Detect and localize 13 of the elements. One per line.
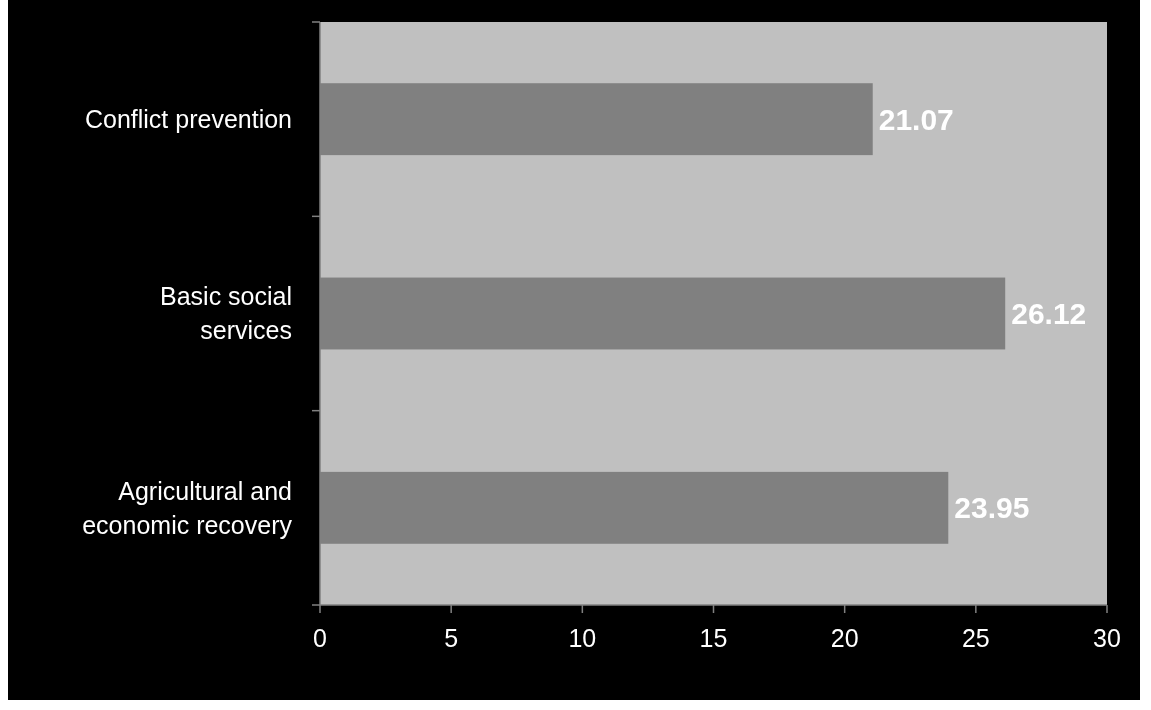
x-tick-label: 25 (961, 624, 990, 652)
data-label: 21.07 (878, 102, 954, 136)
x-tick-label: 20 (830, 624, 859, 652)
y-tick-label: Basic social services (160, 282, 292, 345)
y-tick-label: Agricultural and economic recovery (82, 476, 293, 539)
x-tick-label: 15 (699, 624, 728, 652)
x-tick-label: 5 (444, 624, 459, 652)
y-tick-label: Conflict prevention (84, 104, 292, 133)
data-label: 26.12 (1011, 297, 1087, 330)
data-label: 23.95 (954, 491, 1030, 525)
x-tick-label: 0 (313, 624, 327, 652)
x-tick-label: 10 (568, 624, 597, 652)
x-tick-label: 30 (1093, 624, 1121, 652)
